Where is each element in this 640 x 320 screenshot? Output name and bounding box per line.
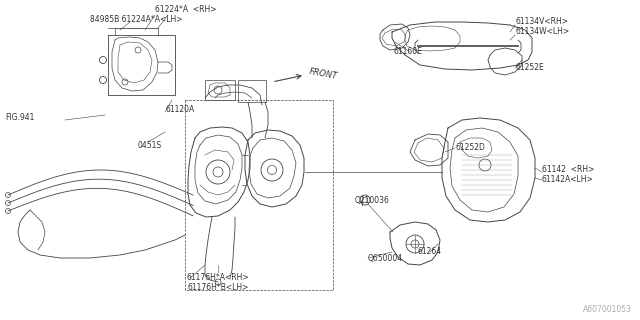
Text: 61224*A  <RH>: 61224*A <RH> xyxy=(155,5,216,14)
Text: 61176H*B<LH>: 61176H*B<LH> xyxy=(188,284,249,292)
Text: 61134W<LH>: 61134W<LH> xyxy=(515,28,569,36)
Text: FIG.941: FIG.941 xyxy=(5,114,35,123)
Text: 84985B 61224A*A<LH>: 84985B 61224A*A<LH> xyxy=(90,15,182,25)
Text: 61264: 61264 xyxy=(418,247,442,257)
Text: 61160E: 61160E xyxy=(393,47,422,57)
Text: A607001053: A607001053 xyxy=(583,305,632,314)
Text: 61120A: 61120A xyxy=(165,106,195,115)
Text: 61142  <RH>: 61142 <RH> xyxy=(542,165,595,174)
Text: 61134V<RH>: 61134V<RH> xyxy=(515,18,568,27)
Text: 61176H*A<RH>: 61176H*A<RH> xyxy=(187,274,250,283)
Text: Q210036: Q210036 xyxy=(355,196,390,204)
Bar xyxy=(205,80,235,100)
Text: 61252E: 61252E xyxy=(515,63,544,73)
Text: Q650004: Q650004 xyxy=(368,253,403,262)
Text: 61252D: 61252D xyxy=(455,143,485,153)
Bar xyxy=(185,100,333,290)
Text: 0451S: 0451S xyxy=(138,140,162,149)
Text: FRONT: FRONT xyxy=(308,67,338,81)
Text: 61142A<LH>: 61142A<LH> xyxy=(542,175,594,185)
Bar xyxy=(238,80,266,102)
